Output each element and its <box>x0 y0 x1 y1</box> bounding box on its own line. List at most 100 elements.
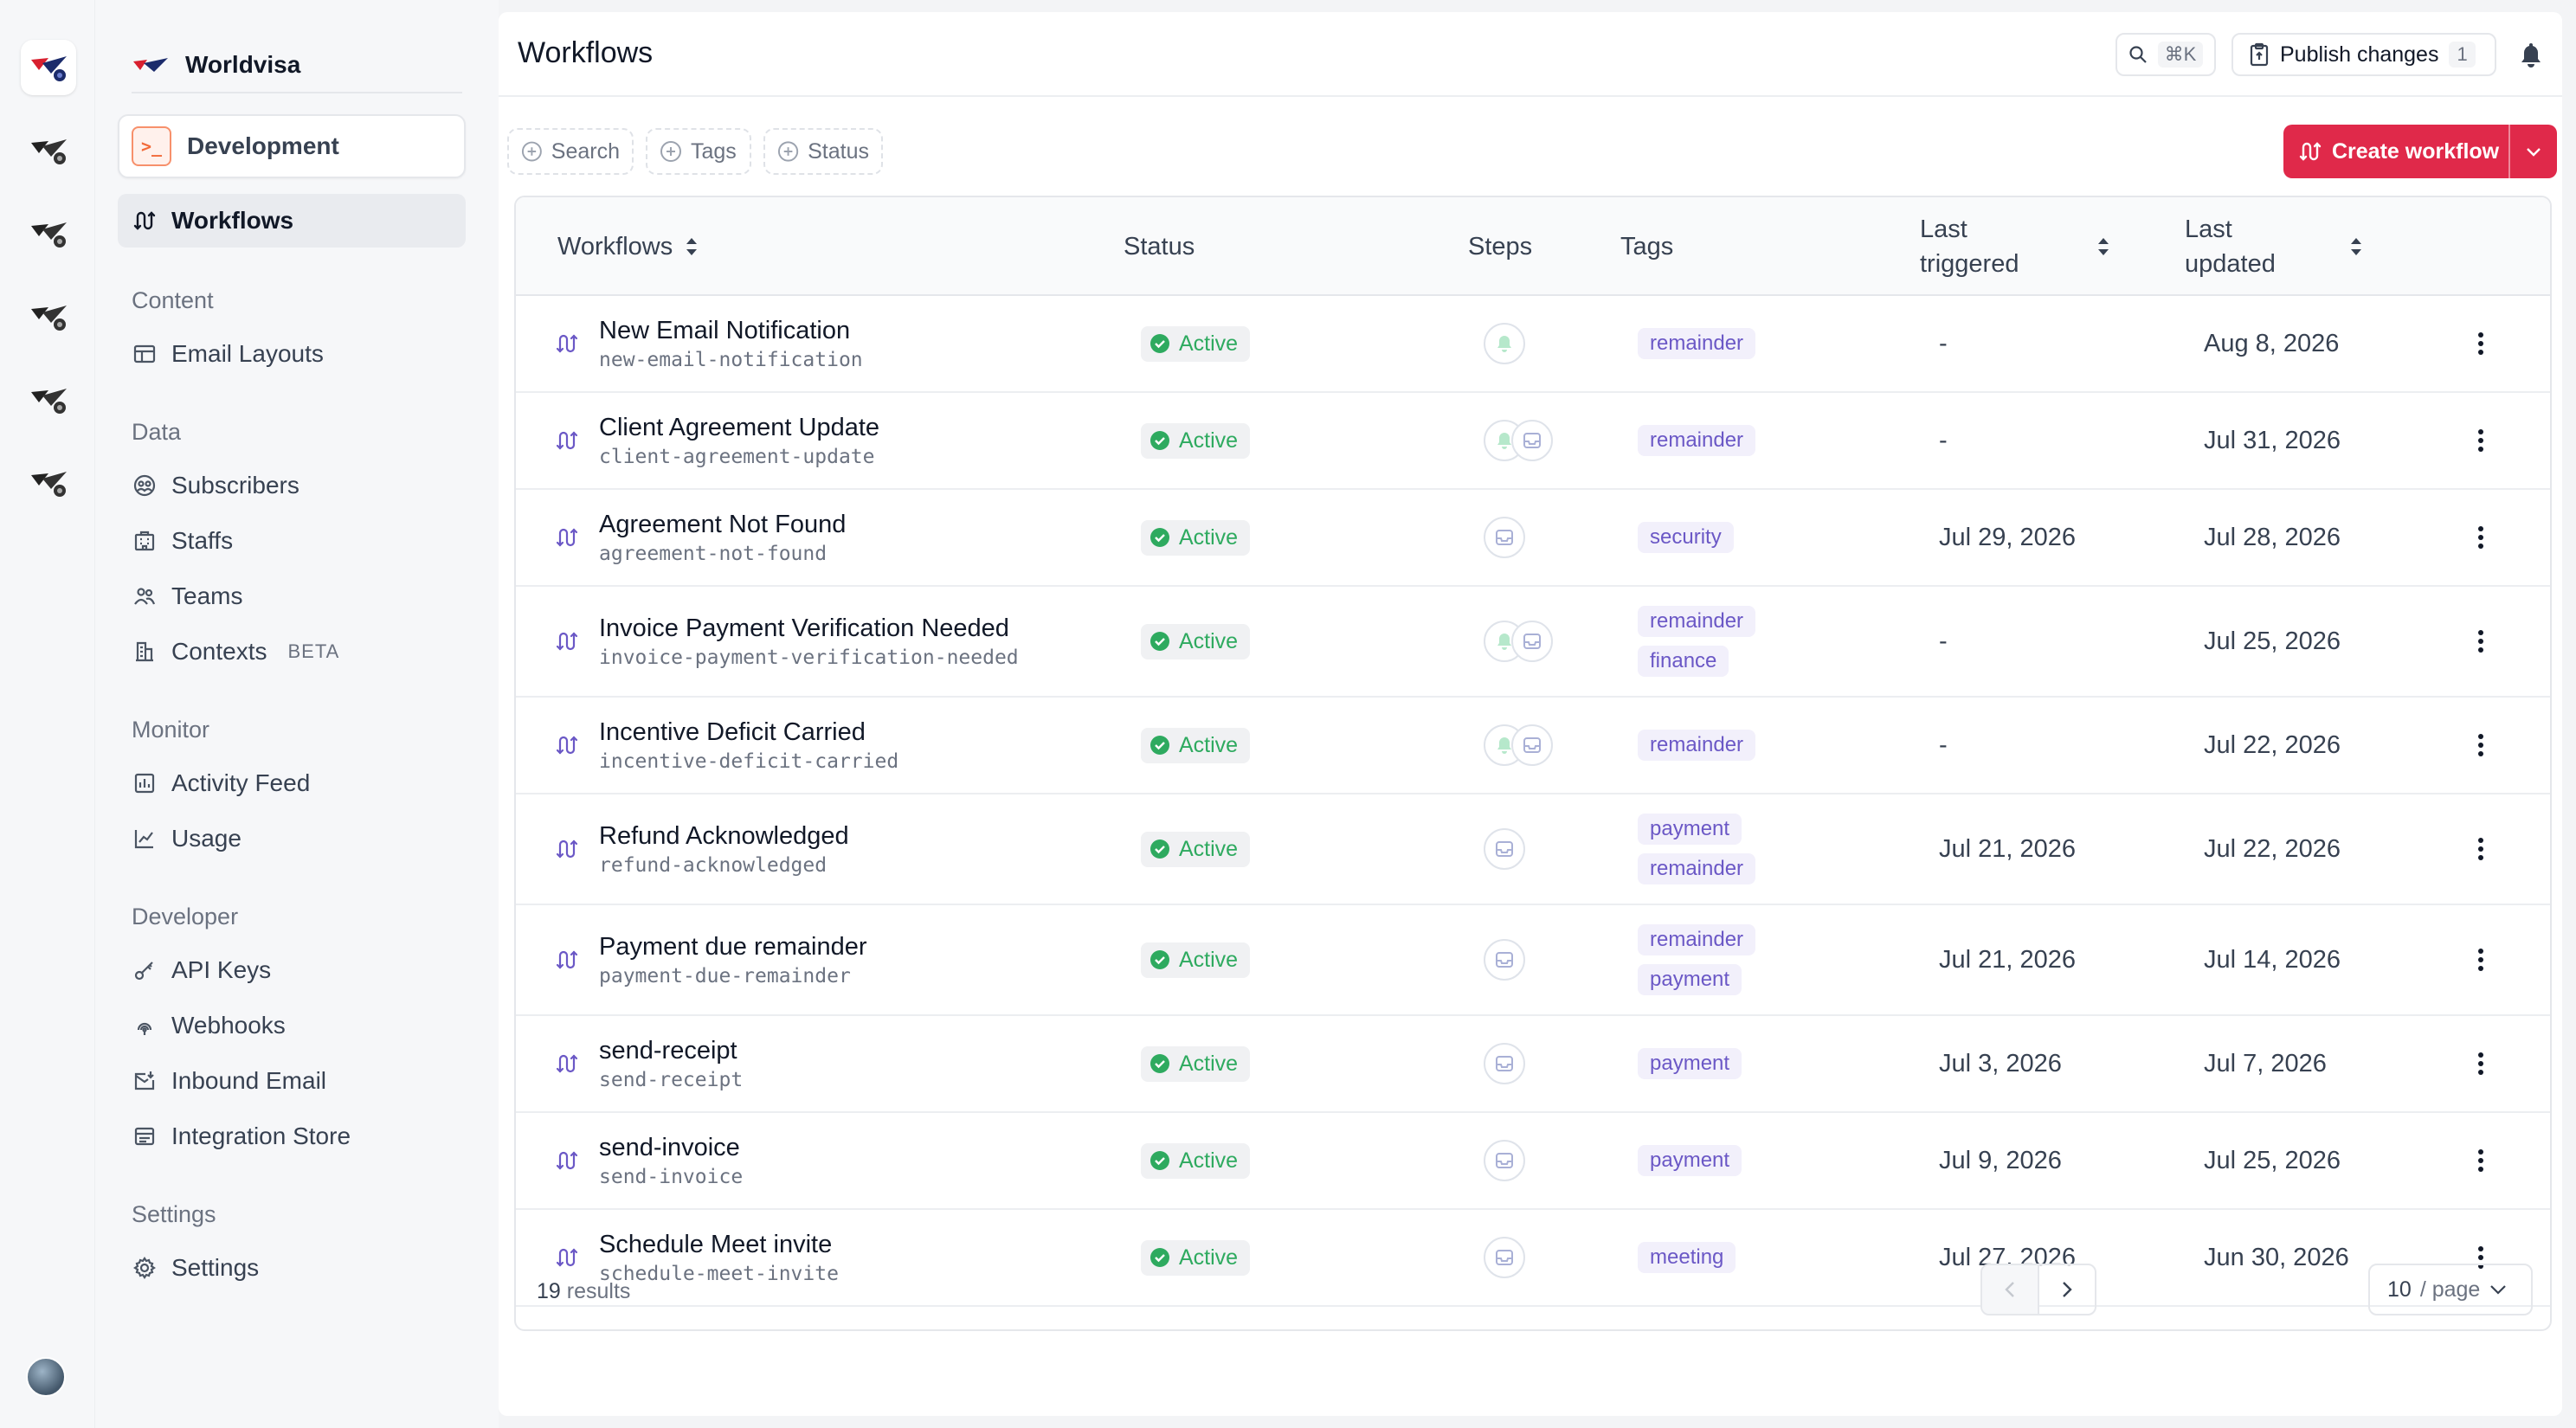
page-size-select[interactable]: 10 / page <box>2368 1264 2533 1315</box>
sidebar-item-contexts[interactable]: Contexts BETA <box>118 625 466 679</box>
table-row[interactable]: Incentive Deficit Carried incentive-defi… <box>516 698 2550 794</box>
workflow-slug: refund-acknowledged <box>599 853 828 877</box>
table-row[interactable]: Agreement Not Found agreement-not-found … <box>516 490 2550 587</box>
workflow-name-cell[interactable]: New Email Notification new-email-notific… <box>599 296 863 391</box>
steps-cell <box>1484 296 1525 391</box>
org-switch-button[interactable] <box>21 40 76 95</box>
status-cell: Active <box>1141 490 1251 585</box>
sidebar-item-label: Email Layouts <box>171 340 324 367</box>
workflow-name[interactable]: Agreement Not Found <box>599 510 847 538</box>
row-actions-button[interactable] <box>2477 698 2484 793</box>
step-inbox <box>1484 517 1525 558</box>
status-badge: Active <box>1141 422 1251 459</box>
workflow-name-cell[interactable]: Payment due remainder payment-due-remain… <box>599 905 867 1014</box>
tags-filter-button[interactable]: Tags <box>646 128 751 175</box>
sidebar-item-integration-store[interactable]: Integration Store <box>118 1110 466 1163</box>
status-filter-button[interactable]: Status <box>763 128 883 175</box>
workflow-name-cell[interactable]: send-invoice send-invoice <box>599 1113 743 1208</box>
sidebar-item-usage[interactable]: Usage <box>118 812 466 865</box>
sidebar-item-activity-feed[interactable]: Activity Feed <box>118 756 466 810</box>
worldvisa-logo-icon <box>133 58 168 72</box>
table-row[interactable]: Invoice Payment Verification Needed invo… <box>516 587 2550 698</box>
sidebar-item-inbound-email[interactable]: Inbound Email <box>118 1054 466 1108</box>
sidebar-item-webhooks[interactable]: Webhooks <box>118 999 466 1052</box>
table-row[interactable]: Refund Acknowledged refund-acknowledged … <box>516 794 2550 905</box>
workflow-name-cell[interactable]: Refund Acknowledged refund-acknowledged <box>599 794 849 904</box>
org-header[interactable]: Worldvisa <box>132 38 462 93</box>
last-triggered: Jul 3, 2026 <box>1939 1049 2062 1077</box>
workflow-name[interactable]: send-receipt <box>599 1036 737 1065</box>
previous-page-button[interactable] <box>1982 1265 2039 1314</box>
workflow-name[interactable]: Payment due remainder <box>599 932 867 961</box>
org-switch-button[interactable] <box>21 206 76 261</box>
workflow-name[interactable]: Client Agreement Update <box>599 413 880 441</box>
org-switch-button[interactable] <box>21 123 76 178</box>
org-rail <box>0 0 95 1428</box>
sidebar-item-teams[interactable]: Teams <box>118 569 466 623</box>
workflow-name[interactable]: send-invoice <box>599 1133 740 1161</box>
org-switch-button[interactable] <box>21 372 76 428</box>
table-row[interactable]: Schedule Meet invite schedule-meet-invit… <box>516 1210 2550 1307</box>
workflow-name-cell[interactable]: Agreement Not Found agreement-not-found <box>599 490 846 585</box>
create-options-dropdown[interactable] <box>2510 145 2557 158</box>
sidebar-item-api-keys[interactable]: API Keys <box>118 943 466 997</box>
workflow-name-cell[interactable]: send-receipt send-receipt <box>599 1016 743 1111</box>
workflow-name-cell[interactable]: Client Agreement Update client-agreement… <box>599 393 879 488</box>
workflows-table: Workflows Status Steps Tags Last trigger… <box>514 196 2552 1331</box>
col-header-last-updated[interactable]: Last updated <box>2185 197 2363 296</box>
workflow-name[interactable]: Schedule Meet invite <box>599 1230 833 1258</box>
sidebar-item-email-layouts[interactable]: Email Layouts <box>118 327 466 381</box>
last-updated: Jul 7, 2026 <box>2204 1049 2327 1077</box>
create-workflow-button[interactable]: Create workflow <box>2283 125 2510 178</box>
table-row[interactable]: send-receipt send-receipt Active payment… <box>516 1016 2550 1113</box>
page-size-suffix: / page <box>2419 1277 2481 1302</box>
org-switch-button[interactable] <box>21 455 76 511</box>
workflow-name[interactable]: Invoice Payment Verification Needed <box>599 614 1009 642</box>
last-updated: Jul 22, 2026 <box>2204 730 2341 759</box>
sidebar-item-staffs[interactable]: Staffs <box>118 514 466 568</box>
workflow-name[interactable]: Incentive Deficit Carried <box>599 717 866 746</box>
workflow-name-cell[interactable]: Invoice Payment Verification Needed invo… <box>599 587 1019 696</box>
row-actions-button[interactable] <box>2477 296 2484 391</box>
store-icon <box>134 1127 155 1146</box>
row-actions-button[interactable] <box>2477 1016 2484 1111</box>
sidebar-item-subscribers[interactable]: Subscribers <box>118 459 466 512</box>
user-avatar[interactable] <box>26 1357 66 1397</box>
create-workflow-label: Create workflow <box>2332 138 2500 164</box>
workflow-slug: send-receipt <box>599 1068 744 1091</box>
table-row[interactable]: Payment due remainder payment-due-remain… <box>516 905 2550 1016</box>
command-search-button[interactable]: ⌘K <box>2116 33 2216 76</box>
row-actions-button[interactable] <box>2477 587 2484 696</box>
workflow-name[interactable]: New Email Notification <box>599 316 851 344</box>
col-header-workflows[interactable]: Workflows <box>557 197 699 296</box>
notifications-button[interactable] <box>2519 42 2543 72</box>
status-cell: Active <box>1141 393 1251 488</box>
step-inbox <box>1484 1140 1525 1181</box>
table-row[interactable]: send-invoice send-invoice Active payment… <box>516 1113 2550 1210</box>
search-filter-button[interactable]: Search <box>507 128 634 175</box>
key-icon <box>134 962 153 981</box>
workflow-name-cell[interactable]: Schedule Meet invite schedule-meet-invit… <box>599 1210 839 1305</box>
col-header-status: Status <box>1124 232 1195 261</box>
col-header-last-triggered[interactable]: Last triggered <box>1920 197 2110 296</box>
row-actions-button[interactable] <box>2477 490 2484 585</box>
workflow-name[interactable]: Refund Acknowledged <box>599 821 849 850</box>
row-actions-button[interactable] <box>2477 393 2484 488</box>
org-logo-icon <box>31 139 67 164</box>
next-page-button[interactable] <box>2039 1265 2095 1314</box>
environment-switcher[interactable]: >_ Development <box>118 114 466 178</box>
sidebar-item-settings[interactable]: Settings <box>118 1241 466 1295</box>
check-circle-icon <box>1150 1151 1169 1170</box>
chevron-left-icon <box>2005 1282 2014 1297</box>
row-actions-button[interactable] <box>2477 794 2484 904</box>
beta-badge: BETA <box>287 640 340 662</box>
more-vertical-icon <box>2478 1149 2483 1172</box>
publish-changes-button[interactable]: Publish changes 1 <box>2231 33 2496 76</box>
sidebar-item-workflows[interactable]: Workflows <box>118 194 466 248</box>
table-row[interactable]: New Email Notification new-email-notific… <box>516 296 2550 393</box>
org-switch-button[interactable] <box>21 289 76 344</box>
row-actions-button[interactable] <box>2477 1113 2484 1208</box>
workflow-name-cell[interactable]: Incentive Deficit Carried incentive-defi… <box>599 698 898 793</box>
table-row[interactable]: Client Agreement Update client-agreement… <box>516 393 2550 490</box>
row-actions-button[interactable] <box>2477 905 2484 1014</box>
